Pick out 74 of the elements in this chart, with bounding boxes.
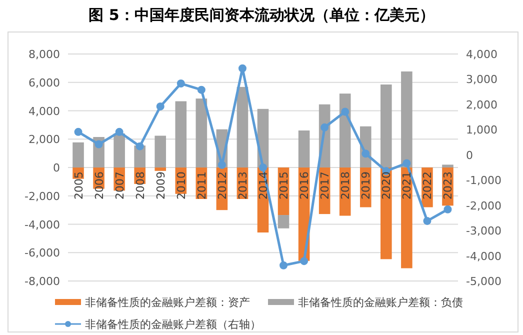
point — [94, 140, 103, 148]
y-tick-label: 2,000 — [28, 133, 60, 146]
point — [156, 102, 164, 110]
point — [402, 159, 411, 168]
point — [423, 216, 432, 225]
bar — [401, 168, 412, 268]
x-tick-label: 2012 — [216, 172, 229, 200]
point — [176, 80, 185, 88]
bar — [298, 130, 310, 168]
y2-tick-label: 4,000 — [466, 48, 498, 61]
bar — [278, 215, 290, 228]
y-tick-label: -8,000 — [24, 275, 60, 288]
y2-tick-label: -3,000 — [466, 224, 502, 238]
chart-title: 图 5：中国年度民间资本流动状况（单位：亿美元） — [88, 6, 434, 24]
bar — [114, 133, 125, 168]
x-tick-label: 2014 — [257, 172, 270, 200]
y2-tick-label: -4,000 — [466, 250, 502, 263]
bar — [339, 94, 351, 168]
point — [320, 123, 329, 132]
bar — [380, 84, 392, 168]
x-tick-label: 2007 — [113, 172, 126, 200]
bar — [442, 164, 454, 168]
x-tick-label: 2015 — [278, 172, 291, 200]
point — [74, 128, 82, 136]
point — [259, 164, 267, 172]
y2-tick-label: 3,000 — [466, 73, 498, 86]
x-tick-label: 2008 — [134, 172, 147, 200]
point — [238, 64, 246, 72]
y-tick-label: -2,000 — [24, 190, 60, 203]
point — [300, 257, 308, 266]
y-tick-label: -4,000 — [24, 218, 60, 232]
point — [362, 150, 370, 158]
x-tick-label: 2023 — [442, 172, 455, 200]
y-tick-label: 8,000 — [28, 48, 60, 61]
x-tick-label: 2020 — [380, 172, 394, 200]
bar — [236, 86, 248, 168]
x-tick-label: 2011 — [195, 172, 208, 200]
x-tick-label: 2021 — [400, 172, 414, 200]
point — [218, 160, 226, 169]
y-tick-label: 0 — [53, 162, 60, 174]
y-tick-label: 4,000 — [28, 104, 60, 118]
x-tick-label: 2010 — [174, 172, 188, 200]
x-tick-label: 2017 — [318, 172, 332, 200]
y2-tick-label: -5,000 — [466, 275, 502, 288]
y2-tick-label: 1,000 — [466, 124, 498, 137]
bar — [401, 71, 412, 168]
point — [197, 86, 206, 94]
legend-label: 非储备性质的金融账户差额：负债 — [298, 296, 463, 309]
point — [136, 142, 144, 150]
bar — [154, 136, 166, 168]
y2-tick-label: 0 — [466, 148, 473, 162]
y2-tick-label: -1,000 — [466, 174, 502, 188]
x-tick-label: 2005 — [72, 172, 86, 200]
y2-tick-label: 2,000 — [466, 98, 498, 112]
bar — [72, 142, 84, 168]
x-tick-label: 2013 — [236, 172, 250, 200]
bar — [175, 101, 187, 168]
x-tick-label: 2006 — [92, 172, 106, 200]
legend-label: 非储备性质的金融账户差额（右轴） — [85, 318, 261, 331]
y-tick-label: -6,000 — [24, 246, 60, 260]
point — [444, 205, 452, 214]
x-tick-label: 2016 — [298, 172, 312, 200]
x-tick-label: 2009 — [154, 172, 168, 200]
bar — [154, 168, 166, 171]
bar — [196, 98, 208, 168]
point — [280, 261, 288, 270]
x-tick-label: 2019 — [360, 172, 373, 200]
y2-tick-label: -2,000 — [466, 199, 502, 212]
point — [341, 108, 350, 116]
x-tick-label: 2018 — [339, 172, 352, 200]
point — [115, 128, 124, 136]
legend-label: 非储备性质的金融账户差额：资产 — [85, 296, 250, 309]
y-tick-label: 6,000 — [28, 76, 60, 90]
x-tick-label: 2022 — [421, 172, 434, 200]
